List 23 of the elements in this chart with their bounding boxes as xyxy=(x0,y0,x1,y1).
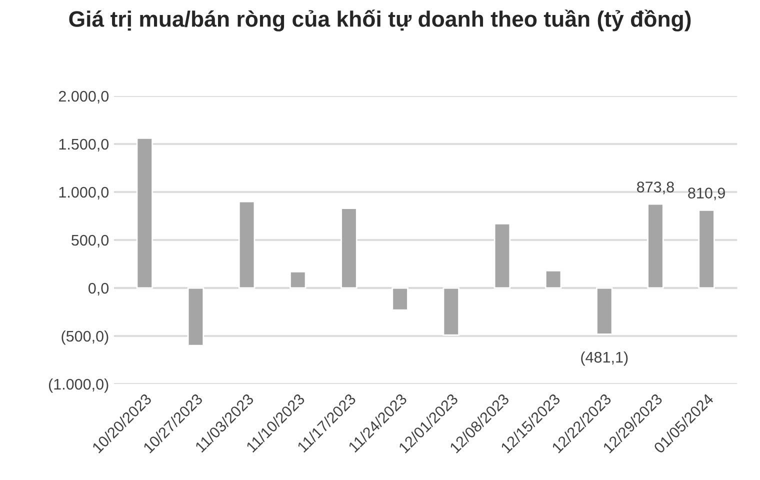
data-label: 873,8 xyxy=(637,182,674,194)
bar xyxy=(494,222,511,289)
y-tick-label: (1.000,0) xyxy=(48,378,108,393)
bar xyxy=(544,270,562,289)
bar xyxy=(340,208,358,289)
bar xyxy=(238,200,256,289)
y-tick-label: (500,0) xyxy=(62,330,108,345)
y-tick-label: 1.500,0 xyxy=(59,138,109,152)
data-label: (481,1) xyxy=(581,351,628,366)
y-tick-label: 0,0 xyxy=(88,282,109,296)
chart-title: Giá trị mua/bán ròng của khối tự doanh theo tuần (tỷ đồng) xyxy=(69,10,691,32)
y-tick-label: 2.000,0 xyxy=(58,90,109,104)
bar xyxy=(596,287,613,335)
bar xyxy=(442,287,460,336)
data-label: 810,9 xyxy=(688,188,725,200)
bar xyxy=(290,270,306,289)
bar xyxy=(392,287,408,311)
bar xyxy=(136,138,154,289)
bar xyxy=(647,203,664,289)
y-tick-label: 500,0 xyxy=(72,234,109,248)
bar xyxy=(698,209,715,289)
y-tick-label: 1.000,0 xyxy=(59,186,109,200)
bar xyxy=(187,287,204,346)
